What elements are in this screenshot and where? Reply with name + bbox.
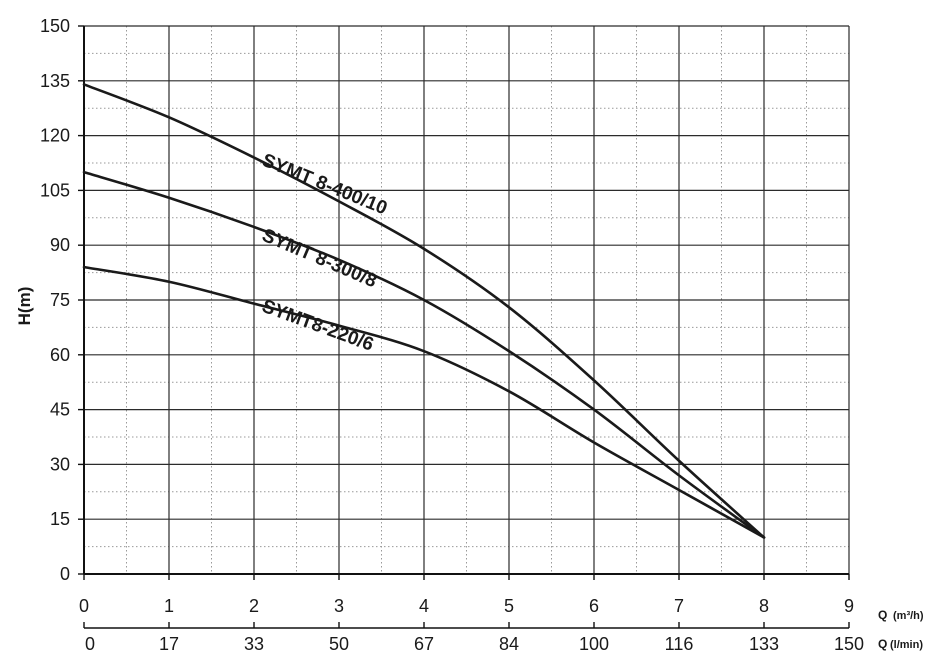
minor-grid <box>84 26 849 574</box>
series-line <box>82 265 766 539</box>
x2-axis-title: Q <box>878 637 887 651</box>
y-axis-title: H(m) <box>15 287 34 326</box>
x-tick-label: 6 <box>589 596 599 616</box>
y-tick-label: 75 <box>50 290 70 310</box>
x-tick-labels: 0 1 2 3 4 5 6 7 8 9 <box>79 574 854 616</box>
series-curves <box>82 83 766 539</box>
x2-tick-label: 133 <box>749 634 779 654</box>
x-tick-label: 1 <box>164 596 174 616</box>
x2-tick-label: 50 <box>329 634 349 654</box>
x2-tick-label: 17 <box>159 634 179 654</box>
x-axis-unit: (m³/h) <box>893 610 924 622</box>
x-tick-label: 8 <box>759 596 769 616</box>
series-label: SYMT 8-400/10 <box>259 150 390 219</box>
x2-tick-label: 150 <box>834 634 864 654</box>
x2-tick-labels: 0 17 33 50 67 84 100 116 133 150 <box>83 622 864 654</box>
x2-tick-label: 100 <box>579 634 609 654</box>
x-tick-label: 0 <box>79 596 89 616</box>
series-label: SYMT 8-300/8 <box>259 225 380 292</box>
x-tick-label: 3 <box>334 596 344 616</box>
y-tick-label: 90 <box>50 235 70 255</box>
y-tick-label: 0 <box>60 564 70 584</box>
y-tick-label: 30 <box>50 454 70 474</box>
x2-tick-label: 0 <box>85 634 95 654</box>
x-tick-label: 9 <box>844 596 854 616</box>
x-tick-label: 7 <box>674 596 684 616</box>
x2-tick-label: 67 <box>414 634 434 654</box>
y-tick-label: 105 <box>40 180 70 200</box>
x2-tick-label: 33 <box>244 634 264 654</box>
x-tick-label: 4 <box>419 596 429 616</box>
x-tick-label: 5 <box>504 596 514 616</box>
x2-axis-unit: (l/min) <box>890 639 923 651</box>
y-tick-label: 60 <box>50 345 70 365</box>
series-line <box>82 170 766 539</box>
y-tick-label: 135 <box>40 71 70 91</box>
x2-tick-label: 84 <box>499 634 519 654</box>
major-grid <box>83 25 850 575</box>
x-tick-label: 2 <box>249 596 259 616</box>
x2-tick-label: 116 <box>665 634 694 654</box>
y-tick-label: 45 <box>50 400 70 420</box>
y-tick-label: 150 <box>40 16 70 36</box>
y-tick-label: 120 <box>40 126 70 146</box>
y-tick-label: 15 <box>50 509 70 529</box>
series-label: SYMT8-220/6 <box>259 296 376 356</box>
series-line <box>82 83 766 539</box>
x-axis-title: Q <box>878 608 887 622</box>
y-tick-labels: 0 15 30 45 60 75 90 105 120 135 150 <box>40 16 84 584</box>
